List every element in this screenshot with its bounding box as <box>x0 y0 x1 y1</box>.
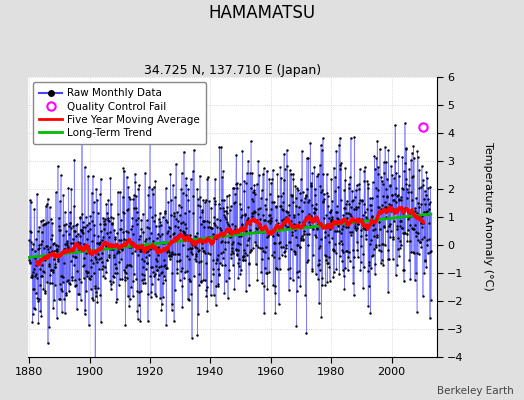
Text: Berkeley Earth: Berkeley Earth <box>437 386 514 396</box>
Legend: Raw Monthly Data, Quality Control Fail, Five Year Moving Average, Long-Term Tren: Raw Monthly Data, Quality Control Fail, … <box>33 82 206 144</box>
Text: HAMAMATSU: HAMAMATSU <box>209 4 315 22</box>
Y-axis label: Temperature Anomaly (°C): Temperature Anomaly (°C) <box>483 142 493 291</box>
Title: 34.725 N, 137.710 E (Japan): 34.725 N, 137.710 E (Japan) <box>144 64 321 77</box>
